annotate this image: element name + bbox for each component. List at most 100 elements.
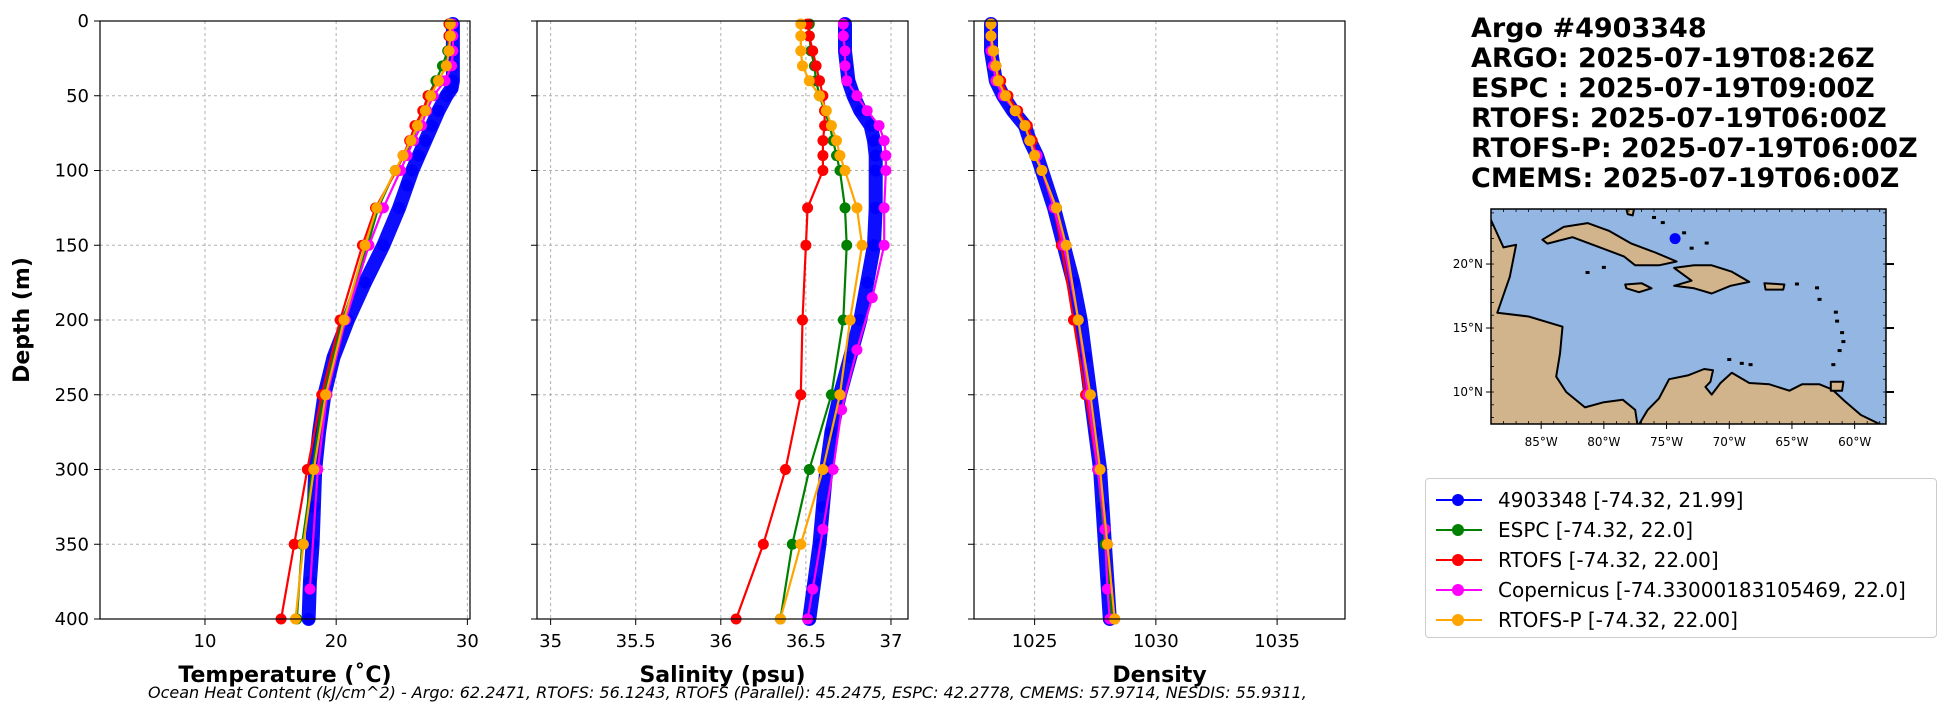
legend-entry-argo: 4903348 [-74.32, 21.99] [1434, 485, 1936, 515]
map-island [1748, 363, 1753, 367]
legend-entry-espc: ESPC [-74.32, 22.0] [1434, 515, 1936, 545]
data-point [851, 202, 863, 214]
data-point [443, 45, 455, 57]
map-island [1660, 221, 1665, 225]
data-point [864, 119, 877, 132]
data-point [820, 105, 832, 117]
map-island [1831, 363, 1836, 367]
data-point [841, 75, 853, 87]
x-tick-label: 1025 [1012, 631, 1058, 652]
legend-label: ESPC [-74.32, 22.0] [1498, 518, 1694, 542]
data-point [844, 314, 856, 326]
title-line-espc: ESPC : 2025-07-19T09:00Z [1471, 73, 1875, 104]
title-block: Argo #4903348 ARGO: 2025-07-19T08:26Z ES… [1471, 14, 1918, 194]
data-point [425, 90, 437, 102]
data-point [1094, 464, 1106, 475]
data-point [880, 165, 892, 176]
data-point [802, 202, 814, 214]
data-point [359, 276, 372, 289]
data-point [405, 135, 417, 147]
map-island [1835, 319, 1840, 323]
map-island [1585, 270, 1590, 274]
map-land-shape [1763, 282, 1786, 291]
data-point [307, 500, 320, 513]
data-point [825, 120, 837, 132]
series-line-ESPC [779, 24, 848, 620]
data-point [834, 150, 846, 162]
data-point [401, 179, 414, 192]
data-point [992, 75, 1004, 87]
x-tick-label: 36.5 [786, 631, 826, 652]
location-map: 20°N 15°N 10°N 85°W 80°W 75°W 70°W 65°W 60°W [1453, 208, 1894, 449]
x-tick-label: 1035 [1254, 631, 1300, 652]
y-tick-label: 300 [55, 460, 89, 481]
map-land-shape [1638, 368, 1882, 424]
legend-entry-rtofs-p: RTOFS-P [-74.32, 22.00] [1434, 605, 1936, 635]
map-land-shape [1829, 380, 1845, 392]
map-island [1689, 246, 1694, 250]
data-point [1101, 583, 1113, 595]
data-point [440, 89, 453, 102]
data-point [817, 165, 829, 176]
data-point [837, 30, 849, 42]
data-point [800, 239, 812, 251]
data-point [419, 134, 432, 147]
data-point [795, 45, 807, 57]
map-land-shape [1625, 209, 1635, 217]
map-island [1837, 349, 1842, 353]
data-point [432, 104, 445, 117]
data-point [831, 135, 843, 147]
data-point [839, 202, 851, 214]
data-point [377, 239, 390, 252]
y-tick-label: 250 [55, 385, 89, 406]
data-point [1000, 90, 1012, 102]
data-point [861, 276, 874, 289]
data-point [308, 464, 320, 475]
data-point [985, 30, 997, 42]
data-point [814, 75, 826, 87]
y-tick-label: 50 [66, 86, 89, 107]
map-land-shape [1624, 282, 1653, 294]
data-point [444, 30, 456, 42]
data-point [433, 75, 445, 87]
data-point [866, 292, 878, 304]
map-lon-label: 70°W [1713, 435, 1746, 449]
data-point [851, 90, 863, 102]
data-point [795, 538, 807, 550]
data-point [1009, 105, 1021, 117]
data-point [985, 18, 997, 30]
map-frame [1490, 208, 1887, 425]
map-island [1704, 241, 1709, 245]
y-tick-label: 200 [55, 310, 89, 331]
data-point [878, 202, 890, 214]
data-point [827, 464, 839, 475]
legend-label: RTOFS [-74.32, 22.00] [1498, 548, 1719, 572]
data-point [817, 464, 829, 475]
legend-marker-icon [1434, 550, 1484, 570]
y-tick-label: 150 [55, 235, 89, 256]
map-land-shape [1491, 217, 1639, 424]
map-land-shape [1541, 222, 1678, 267]
y-axis-label: Depth (m) [10, 257, 35, 383]
y-tick-label: 350 [55, 534, 89, 555]
data-point [817, 523, 829, 535]
data-point [288, 538, 300, 550]
legend: 4903348 [-74.32, 21.99] ESPC [-74.32, 22… [1425, 478, 1937, 638]
title-line-rtofs: RTOFS: 2025-07-19T06:00Z [1471, 103, 1887, 134]
map-island [1682, 231, 1687, 235]
map-island [1652, 215, 1657, 219]
data-point [856, 239, 868, 251]
data-point [867, 239, 880, 252]
data-point [841, 239, 853, 251]
map-lon-label: 85°W [1525, 435, 1558, 449]
data-point [869, 164, 882, 177]
ocean-heat-content-footer: Ocean Heat Content (kJ/cm^2) - Argo: 62.… [148, 683, 1307, 702]
x-tick-label: 20 [325, 631, 348, 652]
data-point [304, 583, 316, 595]
data-point [803, 30, 815, 42]
data-point [796, 314, 808, 326]
data-point [359, 239, 371, 251]
data-point [371, 202, 383, 214]
y-tick-label: 400 [55, 609, 89, 630]
map-lat-label: 10°N [1453, 385, 1483, 399]
